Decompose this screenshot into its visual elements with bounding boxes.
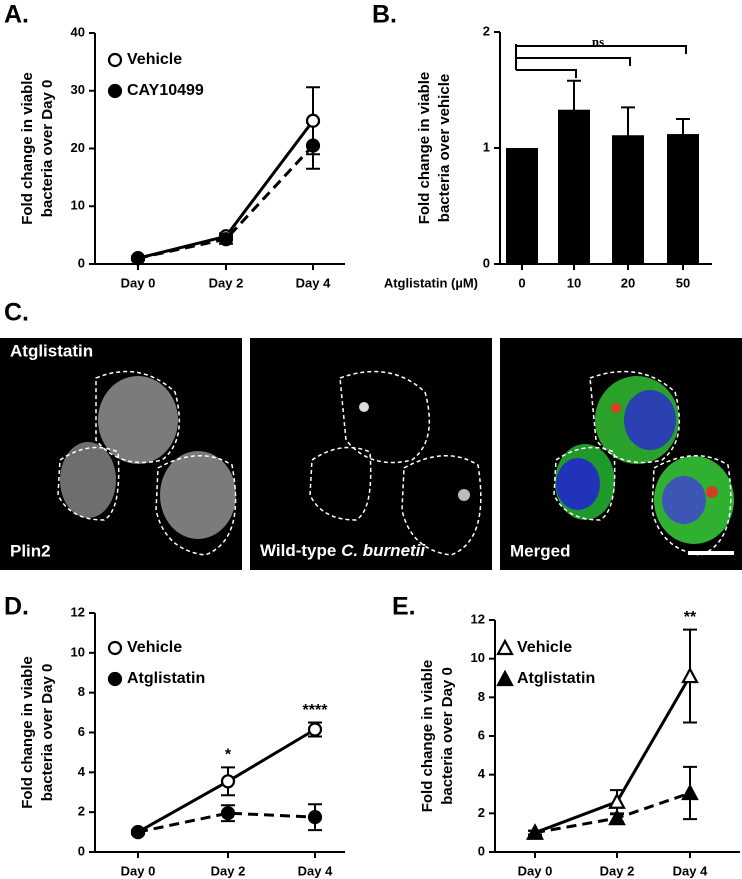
x-tick-label: Day 4 [673,863,708,878]
marker [130,824,146,840]
image-label-part: Wild-type [260,541,336,560]
y-tick-label: 8 [478,689,485,704]
legend-label: CAY10499 [127,82,204,99]
y-tick-label: 2 [78,804,85,819]
y-tick-label: 6 [478,727,485,742]
y-tick-label: 0 [478,843,485,858]
y-tick-label: 2 [483,23,490,38]
y-tick-label: 40 [71,24,85,39]
marker [307,810,323,825]
marker [305,113,321,128]
bar [558,109,590,264]
microscopy-panel: Wild-type C. burnetii [250,338,492,570]
x-axis-label: Atglistatin (µM) [384,275,478,290]
x-tick-label: 10 [567,275,581,290]
legend-label: Vehicle [517,639,572,656]
marker [496,669,514,687]
y-tick-label: 0 [483,255,490,270]
y-tick-label: 8 [78,684,85,699]
x-tick-label: Day 4 [298,863,333,878]
line [534,675,692,835]
y-tick-label: 4 [78,764,86,779]
bar [506,148,538,264]
legend-label: Vehicle [127,51,182,68]
x-tick-label: 50 [676,275,690,290]
marker [107,52,123,68]
y-tick-label: 0 [78,255,85,270]
y-axis-label: bacteria over vehicle [436,74,453,222]
legend-label: Atglistatin [517,670,595,687]
marker [608,792,626,809]
marker [218,232,234,247]
image-label: Wild-type C. burnetii [260,541,426,560]
x-tick-label: Day 2 [600,863,635,878]
y-tick-label: 4 [478,766,486,781]
panel-label: D. [4,593,29,621]
y-axis-label: bacteria over Day 0 [39,80,56,218]
y-axis-label: bacteria over Day 0 [39,664,56,802]
marker [107,671,123,687]
y-tick-label: 1 [483,139,490,154]
panel-label: A. [4,1,29,29]
y-tick-label: 2 [478,805,485,820]
marker [307,722,323,737]
x-tick-label: Day 2 [211,863,246,878]
x-tick-label: Day 0 [518,863,553,878]
y-tick-label: 6 [78,724,85,739]
y-axis-label: bacteria over Day 0 [439,667,456,805]
bar [667,134,699,264]
y-axis-label: Fold change in viable [416,72,433,225]
marker [681,666,699,684]
legend-label: Vehicle [127,639,182,656]
marker [305,138,321,153]
y-tick-label: 10 [471,650,485,665]
marker [496,638,514,656]
x-tick-label: 20 [621,275,635,290]
x-tick-label: 0 [518,275,525,290]
y-tick-label: 20 [71,140,85,155]
annotation: * [225,747,232,764]
marker [107,83,123,99]
marker [220,774,236,789]
y-tick-label: 10 [71,198,85,213]
panel-label: E. [392,593,416,621]
microscopy-panel: Atglistatin Plin2 [0,338,242,570]
image-label-part: C. burnetii [341,541,426,560]
y-axis-label: Fold change in viable [419,660,436,813]
marker [608,808,626,826]
y-tick-label: 12 [71,604,85,619]
image-label: Plin2 [10,541,51,560]
marker [681,783,699,801]
marker [220,806,236,821]
line [137,811,316,834]
bar [612,135,644,264]
y-tick-label: 10 [71,644,85,659]
significance-brackets [515,44,687,78]
panel-label: B. [372,1,397,29]
x-tick-label: Day 0 [121,863,156,878]
microscopy-panel: Merged [500,338,742,570]
y-tick-label: 12 [471,611,485,626]
x-tick-label: Day 0 [121,275,156,290]
annotation: ** [684,609,697,626]
panel-label: C. [4,299,29,327]
image-label: Merged [510,541,570,560]
marker [107,640,123,656]
x-tick-label: Day 2 [209,275,244,290]
annotation: **** [303,702,329,719]
x-tick-label: Day 4 [296,275,331,290]
y-axis-label: Fold change in viable [19,72,36,225]
y-axis-label: Fold change in viable [19,656,36,809]
y-tick-label: 0 [78,843,85,858]
marker [526,823,544,840]
legend-label: Atglistatin [127,670,205,687]
image-label: Atglistatin [10,341,93,360]
y-tick-label: 30 [71,82,85,97]
annotation: ns [592,34,604,49]
marker [130,251,146,266]
